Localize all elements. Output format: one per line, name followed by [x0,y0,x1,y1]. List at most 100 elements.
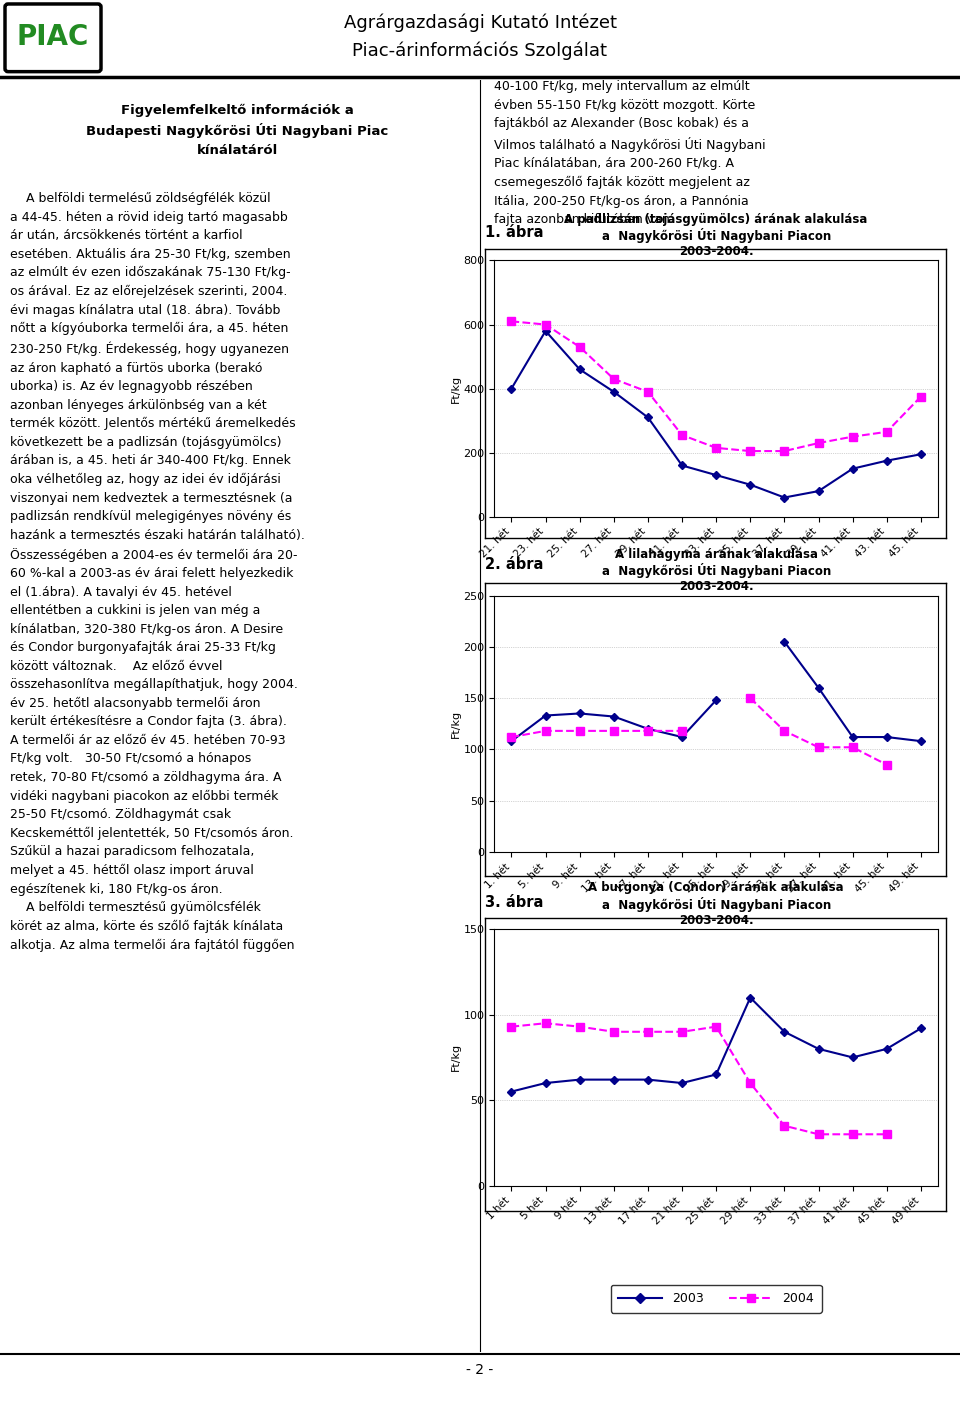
2003 [915,1019,926,1036]
2004 [779,722,790,739]
2004 [847,1126,858,1143]
2003 [813,483,825,500]
2004 [642,1024,654,1041]
Y-axis label: Ft/kg: Ft/kg [451,375,461,403]
2003 [881,1041,893,1057]
Title: A padlizsán (tojásgyümölcs) árának alakulása
a  Nagykőrösi Úti Nagybani Piacon
2: A padlizsán (tojásgyümölcs) árának alaku… [564,213,868,258]
2003 [676,458,687,474]
2004 [847,428,858,445]
Line: 2004: 2004 [508,318,924,455]
2003 [506,732,517,749]
Legend: 2003, 2004: 2003, 2004 [611,950,822,979]
2004 [745,1074,756,1091]
2003 [915,732,926,749]
2003 [779,1024,790,1041]
2004 [813,1126,825,1143]
2003 [745,990,756,1007]
2003 [813,1041,825,1057]
Legend: 2003, 2004: 2003, 2004 [611,615,822,643]
Text: - 2 -: - 2 - [467,1363,493,1377]
Y-axis label: Ft/kg: Ft/kg [451,710,461,738]
2003 [574,360,586,377]
2003 [813,680,825,697]
FancyBboxPatch shape [5,4,101,72]
2003 [710,1066,722,1083]
2003 [710,691,722,708]
2003 [642,408,654,425]
2004 [676,722,687,739]
Legend: 2003, 2004: 2003, 2004 [611,1284,822,1312]
2003 [540,707,551,724]
2003 [710,466,722,483]
2003 [574,1071,586,1088]
Line: 2004: 2004 [508,694,891,769]
2003 [847,460,858,477]
2004 [676,1024,687,1041]
2004 [506,313,517,329]
2003 [847,728,858,745]
2004 [608,370,619,387]
Y-axis label: Ft/kg: Ft/kg [451,1043,461,1071]
2004 [574,722,586,739]
Title: A lilahagyma árának alakulása
a  Nagykőrösi Úti Nagybani Piacon
2003-2004.: A lilahagyma árának alakulása a Nagykőrö… [602,548,830,593]
2004 [847,739,858,756]
2003 [540,322,551,339]
Text: 40-100 Ft/kg, mely intervallum az elmúlt
évben 55-150 Ft/kg között mozgott. Kört: 40-100 Ft/kg, mely intervallum az elmúlt… [494,80,766,227]
2004 [779,1118,790,1135]
Text: 3. ábra: 3. ábra [485,895,543,911]
2004 [745,690,756,707]
2004 [881,424,893,441]
2003 [506,380,517,397]
2003 [608,383,619,400]
2004 [813,435,825,452]
2003 [540,1074,551,1091]
2003 [506,1083,517,1100]
Text: 2. ábra: 2. ábra [485,558,543,573]
Title: A burgonya (Condor) árának alakulása
a  Nagykőrösi Úti Nagybani Piacon
2003-2004: A burgonya (Condor) árának alakulása a N… [588,881,844,926]
2004 [608,1024,619,1041]
2004 [915,389,926,406]
2004 [540,315,551,332]
2004 [574,338,586,355]
Line: 2003: 2003 [509,639,924,745]
2004 [642,722,654,739]
2004 [745,442,756,459]
2003 [779,489,790,505]
Text: Figyelemfelkeltő információk a
Budapesti Nagykőrösi Úti Nagybani Piac
kínálatáró: Figyelemfelkeltő információk a Budapesti… [86,104,389,156]
Line: 2003: 2003 [509,328,924,501]
2003 [881,452,893,469]
Text: A belföldi termelésű zöldségfélék közül
a 44-45. héten a rövid ideig tartó magas: A belföldi termelésű zöldségfélék közül … [10,191,304,952]
2003 [642,721,654,738]
2004 [506,728,517,745]
2003 [745,476,756,493]
2004 [779,442,790,459]
2003 [881,728,893,745]
Text: 1. ábra: 1. ábra [485,225,543,239]
Text: PIAC: PIAC [17,23,89,51]
2004 [540,1015,551,1032]
2003 [642,1071,654,1088]
2003 [608,1071,619,1088]
2004 [881,756,893,773]
2004 [813,739,825,756]
2004 [608,722,619,739]
2003 [915,446,926,463]
2004 [642,383,654,400]
2004 [676,427,687,444]
Text: Agrárgazdasági Kutató Intézet: Agrárgazdasági Kutató Intézet [344,14,616,32]
2004 [574,1018,586,1035]
2003 [676,1074,687,1091]
Line: 2004: 2004 [508,1019,891,1138]
2004 [540,722,551,739]
2004 [710,1018,722,1035]
2003 [676,728,687,745]
Line: 2003: 2003 [509,994,924,1094]
2003 [779,634,790,650]
2003 [847,1049,858,1066]
2003 [574,705,586,722]
2004 [710,439,722,456]
Text: Piac-árinformációs Szolgálat: Piac-árinformációs Szolgálat [352,41,608,61]
2004 [881,1126,893,1143]
2004 [506,1018,517,1035]
2003 [608,708,619,725]
